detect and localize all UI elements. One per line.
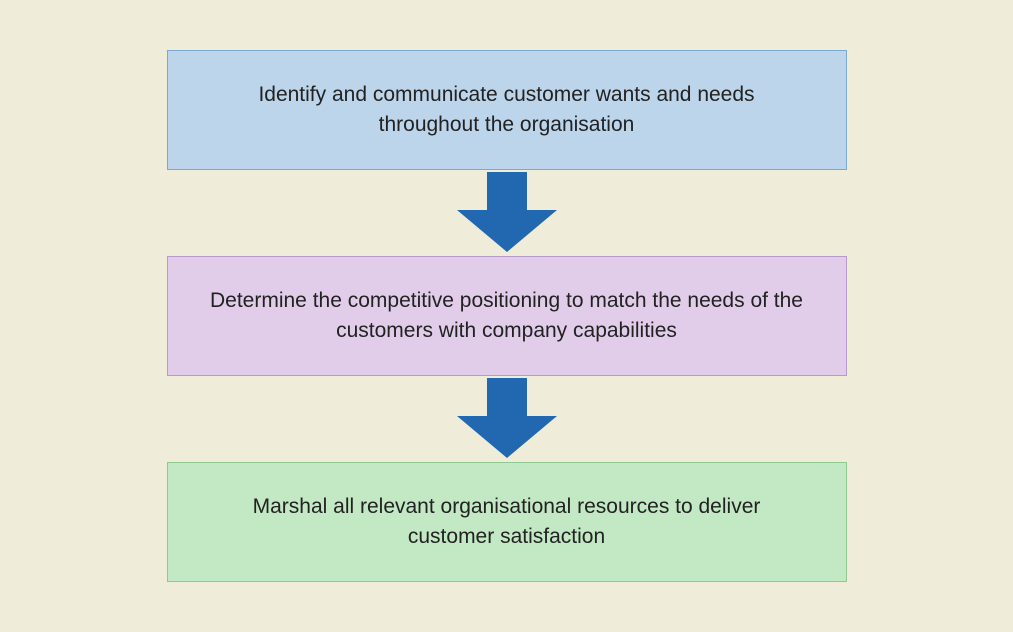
flowchart-node-step2: Determine the competitive positioning to… [167, 256, 847, 376]
arrow-down-icon [447, 378, 567, 458]
flowchart-node-step1: Identify and communicate customer wants … [167, 50, 847, 170]
flowchart-node-step3: Marshal all relevant organisational reso… [167, 462, 847, 582]
arrow-down-icon [447, 172, 567, 252]
